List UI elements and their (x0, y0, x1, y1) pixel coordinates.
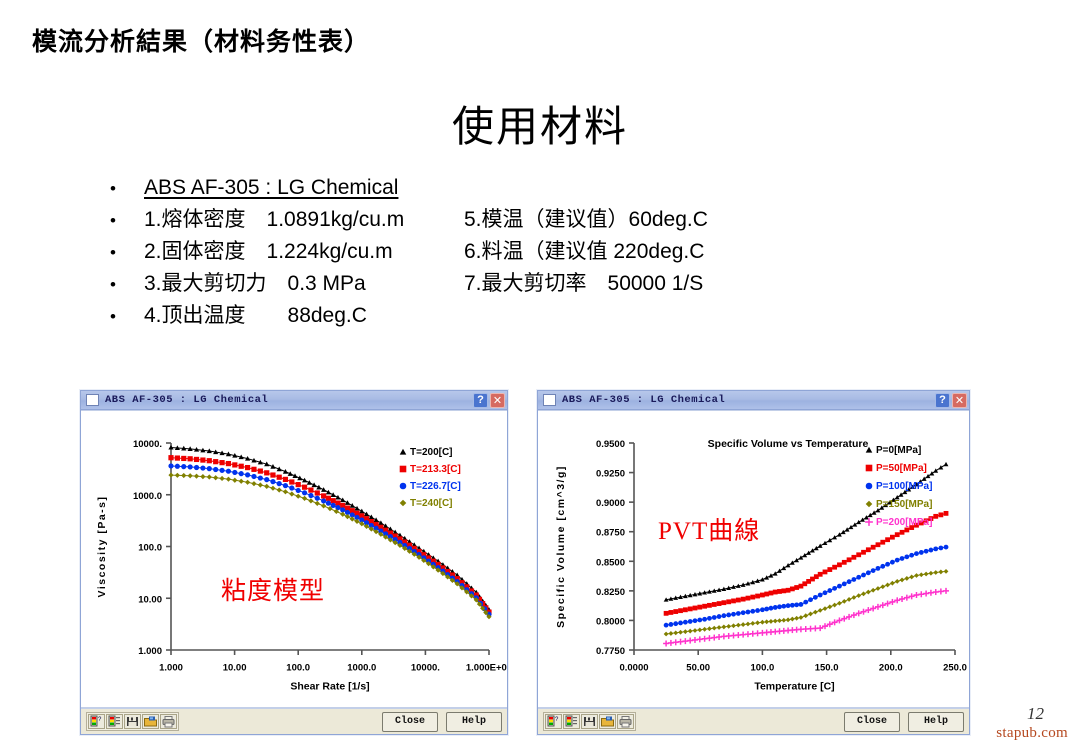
svg-text:?: ? (98, 717, 102, 723)
svg-text:?: ? (555, 717, 559, 723)
list-item-right: 6.料温（建议值 220deg.C (464, 240, 705, 263)
pvt-plot-svg: 0.7750 0.8000 0.8250 0.8500 0.8750 0.9000 0.92… (555, 438, 967, 693)
list-item-left: 1.熔体密度 1.0891kg/cu.m (144, 208, 405, 231)
svg-text:1000.0: 1000.0 (347, 663, 376, 674)
help-button[interactable]: Help (908, 711, 964, 732)
save-icon[interactable] (124, 714, 141, 729)
svg-text:T=226.7[C]: T=226.7[C] (410, 481, 461, 492)
viscosity-plot-svg: 1.000 10.00 100.0 1000.0 10000. 1.000 10.00 100… (96, 439, 507, 693)
list-item-left: 2.固体密度 1.224kg/cu.m (144, 240, 393, 263)
svg-text:Specific Volume vs Temperature: Specific Volume vs Temperature (708, 438, 869, 450)
plot-toolbar[interactable]: ? (86, 712, 179, 731)
window-title-bar[interactable]: ABS AF-305 : LG Chemical ? ✕ (538, 391, 969, 410)
svg-text:10.00: 10.00 (138, 594, 162, 605)
list-item: • 2.固体密度 1.224kg/cu.m 6.料温（建议值 220deg.C (110, 236, 910, 268)
svg-text:T=200[C]: T=200[C] (410, 447, 453, 458)
svg-text:T=240[C]: T=240[C] (410, 498, 453, 509)
graph-query-icon[interactable]: ? (545, 714, 562, 729)
pvt-plot-area: 0.7750 0.8000 0.8250 0.8500 0.8750 0.9000 0.92… (538, 410, 969, 708)
page-title: 使用材料 (451, 103, 628, 150)
list-item: • 3.最大剪切力 0.3 MPa 7.最大剪切率 50000 1/S (110, 268, 910, 300)
svg-text:0.8750: 0.8750 (596, 528, 625, 539)
window-title: ABS AF-305 : LG Chemical (562, 394, 726, 406)
svg-text:P=150[MPa]: P=150[MPa] (876, 499, 932, 510)
print-icon[interactable] (617, 714, 634, 729)
svg-text:0.7750: 0.7750 (596, 646, 625, 657)
list-item-left: 4.顶出温度 88deg.C (144, 304, 367, 327)
svg-text:250.0: 250.0 (943, 663, 967, 674)
slide-header: 模流分析結果（材料务性表） (32, 29, 371, 56)
list-item-right: 5.模温（建议值）60deg.C (464, 208, 708, 231)
list-item: • 4.顶出温度 88deg.C (110, 300, 910, 332)
bullet-marker-icon: • (110, 275, 116, 294)
svg-text:10.00: 10.00 (223, 663, 247, 674)
print-icon[interactable] (160, 714, 177, 729)
svg-text:T=213.3[C]: T=213.3[C] (410, 464, 461, 475)
svg-text:P=0[MPa]: P=0[MPa] (876, 445, 921, 456)
close-button[interactable]: Close (844, 711, 900, 732)
svg-text:Temperature [C]: Temperature [C] (754, 681, 834, 693)
svg-text:0.8250: 0.8250 (596, 587, 625, 598)
bullet-marker-icon: • (110, 211, 116, 230)
watermark: stapub.com (996, 725, 1068, 741)
list-item-right: 7.最大剪切率 50000 1/S (464, 272, 704, 295)
window-status-bar: ? Close Help (538, 708, 969, 734)
list-item: • ABS AF-305 : LG Chemical (110, 172, 910, 204)
svg-text:150.0: 150.0 (815, 663, 839, 674)
svg-text:0.9000: 0.9000 (596, 498, 625, 509)
bullet-marker-icon: • (110, 243, 116, 262)
material-name: ABS AF-305 : LG Chemical (144, 176, 399, 199)
save-icon[interactable] (581, 714, 598, 729)
window-app-icon (86, 394, 99, 406)
svg-text:100.0: 100.0 (751, 663, 775, 674)
svg-text:1.000E+05: 1.000E+05 (466, 663, 507, 674)
svg-text:200.0: 200.0 (879, 663, 903, 674)
svg-text:0.0000: 0.0000 (619, 663, 648, 674)
svg-text:1.000: 1.000 (138, 646, 162, 657)
close-icon[interactable]: ✕ (490, 392, 505, 408)
svg-text:1.000: 1.000 (159, 663, 183, 674)
svg-text:0.9500: 0.9500 (596, 439, 625, 450)
svg-text:0.9250: 0.9250 (596, 469, 625, 480)
svg-text:10000.: 10000. (411, 663, 440, 674)
graph-options-icon[interactable] (106, 714, 123, 729)
svg-text:P=100[MPa]: P=100[MPa] (876, 481, 932, 492)
graph-options-icon[interactable] (563, 714, 580, 729)
svg-text:Specific Volume [cm^3/g]: Specific Volume [cm^3/g] (555, 465, 567, 628)
viscosity-chart-window[interactable]: ABS AF-305 : LG Chemical ? ✕ 1.000 10.00 1… (80, 390, 508, 735)
svg-text:50.00: 50.00 (686, 663, 710, 674)
help-button[interactable]: Help (446, 711, 502, 732)
list-item-left: 3.最大剪切力 0.3 MPa (144, 272, 366, 295)
svg-text:1000.0: 1000.0 (133, 491, 162, 502)
close-icon[interactable]: ✕ (952, 392, 967, 408)
bullet-marker-icon: • (110, 307, 116, 326)
window-status-bar: ? Close Help (81, 708, 507, 734)
page-number: 12 (1027, 704, 1044, 723)
pvt-chart-window[interactable]: ABS AF-305 : LG Chemical ? ✕ 0.7750 0.800… (537, 390, 970, 735)
svg-text:0.8500: 0.8500 (596, 557, 625, 568)
window-title-bar[interactable]: ABS AF-305 : LG Chemical ? ✕ (81, 391, 507, 410)
help-button[interactable]: ? (935, 392, 950, 408)
svg-text:10000.: 10000. (133, 439, 162, 450)
bullet-marker-icon: • (110, 179, 116, 198)
window-app-icon (543, 394, 556, 406)
window-title: ABS AF-305 : LG Chemical (105, 394, 269, 406)
svg-text:P=200[MPa]: P=200[MPa] (876, 517, 932, 528)
svg-text:100.0: 100.0 (138, 543, 162, 554)
open-icon[interactable] (142, 714, 159, 729)
open-icon[interactable] (599, 714, 616, 729)
svg-text:Shear Rate [1/s]: Shear Rate [1/s] (290, 681, 369, 693)
plot-toolbar[interactable]: ? (543, 712, 636, 731)
svg-text:0.8000: 0.8000 (596, 616, 625, 627)
graph-query-icon[interactable]: ? (88, 714, 105, 729)
material-properties-list: • ABS AF-305 : LG Chemical • 1.熔体密度 1.08… (110, 172, 910, 332)
svg-text:100.0: 100.0 (286, 663, 310, 674)
list-item: • 1.熔体密度 1.0891kg/cu.m 5.模温（建议值）60deg.C (110, 204, 910, 236)
svg-text:Viscosity [Pa-s]: Viscosity [Pa-s] (96, 495, 108, 597)
viscosity-plot-area: 1.000 10.00 100.0 1000.0 10000. 1.000 10.00 100… (81, 410, 507, 708)
help-button[interactable]: ? (473, 392, 488, 408)
svg-text:P=50[MPa]: P=50[MPa] (876, 463, 927, 474)
close-button[interactable]: Close (382, 711, 438, 732)
